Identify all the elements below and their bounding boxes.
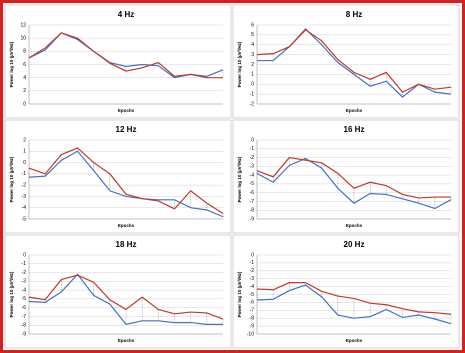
y-axis-label: Power log 10 (µV²/Hz) [237,41,242,87]
panel-title: 8 Hz [346,10,362,19]
y-tick-label: 4 [251,42,254,48]
y-axis-label: Power log 10 (µV²/Hz) [9,156,14,202]
panel-title: 18 Hz [116,240,137,249]
panel-title: 20 Hz [344,240,365,249]
y-tick-label: -10 [247,331,254,337]
panel [232,234,460,349]
y-tick-label: -3 [250,164,255,170]
y-tick-label: -1 [22,171,27,177]
y-tick-label: 8 [23,49,26,55]
y-tick-label: -4 [250,172,255,178]
y-tick-label: 0 [23,101,26,107]
y-tick-label: -5 [22,216,27,222]
panel [232,4,460,119]
y-tick-label: 10 [20,35,26,41]
y-tick-label: -6 [22,305,27,311]
y-tick-label: 0 [23,160,26,166]
y-axis-label: Power log 10 (µV²/Hz) [9,41,14,87]
y-tick-label: -3 [250,276,255,282]
y-tick-label: 12 [20,22,26,28]
series-line [28,150,224,218]
series-line [256,157,452,210]
y-tick-label: -1 [22,261,27,267]
y-tick-label: -5 [22,296,27,302]
y-tick-label: 5 [251,32,254,38]
series-line [256,282,452,315]
y-axis-label: Power log 10 (µV²/Hz) [9,271,14,317]
y-tick-label: -1 [250,146,255,152]
x-axis-label: Epochs [118,338,135,343]
series-line [28,274,224,320]
panel-title: 12 Hz [116,125,137,134]
y-tick-label: -2 [22,182,27,188]
y-tick-label: 2 [23,137,26,143]
panel-title: 16 Hz [344,125,365,134]
y-tick-label: -4 [22,287,27,293]
y-tick-label: -1 [250,260,255,266]
y-tick-label: 0 [251,137,254,143]
y-tick-label: -8 [250,208,255,214]
y-tick-label: -4 [22,205,27,211]
y-tick-label: 2 [23,88,26,94]
y-axis-label: Power log 10 (µV²/Hz) [237,271,242,317]
y-tick-label: -6 [250,190,255,196]
y-tick-label: -1 [250,91,255,97]
series-line [256,156,451,199]
y-tick-label: 1 [251,72,254,78]
y-tick-label: 1 [23,149,26,155]
y-tick-label: -3 [22,279,27,285]
y-tick-label: 4 [23,75,26,81]
y-tick-label: 6 [251,22,254,28]
y-tick-label: 0 [23,252,26,258]
y-tick-label: 3 [251,52,254,58]
panel-title: 4 Hz [118,10,134,19]
y-tick-label: 6 [23,62,26,68]
series-line [256,284,452,325]
panel [232,119,460,234]
x-axis-label: Epochs [346,338,363,343]
y-tick-label: -2 [250,268,255,274]
y-tick-label: -9 [22,331,27,337]
series-line [28,32,223,79]
x-axis-label: Epochs [346,108,363,113]
y-tick-label: -7 [22,314,27,320]
y-tick-label: -9 [250,216,255,222]
series-line [28,147,224,214]
y-tick-label: -5 [250,292,255,298]
y-tick-label: -8 [250,316,255,322]
y-tick-label: -3 [22,194,27,200]
y-tick-label: -8 [22,323,27,329]
y-tick-label: -5 [250,181,255,187]
y-tick-label: -7 [250,199,255,205]
series-line [256,29,452,93]
y-tick-label: 0 [251,82,254,88]
y-tick-label: -2 [250,101,255,107]
y-tick-label: -2 [250,155,255,161]
panel [4,4,232,119]
y-tick-label: -6 [250,300,255,306]
x-axis-label: Epochs [346,223,363,228]
y-tick-label: -4 [250,284,255,290]
x-axis-label: Epochs [118,108,135,113]
y-tick-label: 0 [251,252,254,258]
y-axis-label: Power log 10 (µV²/Hz) [237,156,242,202]
panel [4,234,232,349]
y-tick-label: -2 [22,270,27,276]
series-line [28,273,223,326]
y-tick-label: 2 [251,62,254,68]
y-tick-label: -9 [250,323,255,329]
x-axis-label: Epochs [118,223,135,228]
y-tick-label: -7 [250,308,255,314]
